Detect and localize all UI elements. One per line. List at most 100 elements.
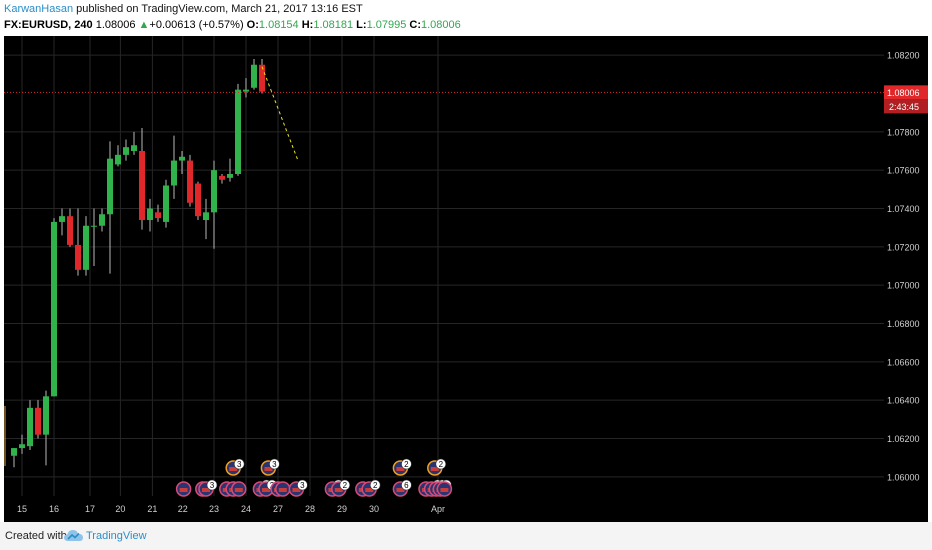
author-link[interactable]: KarwanHasan <box>4 3 74 15</box>
tradingview-link[interactable]: TradingView <box>86 530 147 542</box>
created-with-text: Created with <box>5 530 67 542</box>
event-count-label: 2 <box>343 481 348 490</box>
price-tick-label: 1.06800 <box>887 319 920 329</box>
trend-line[interactable] <box>261 66 299 161</box>
candle-body[interactable] <box>171 160 177 186</box>
candle-body[interactable] <box>155 212 161 219</box>
current-price-label: 1.08006 <box>887 88 920 98</box>
event-count-label: 3 <box>210 481 215 490</box>
event-flag-stripe <box>234 488 243 492</box>
candle-body[interactable] <box>195 183 201 217</box>
candle-body[interactable] <box>139 151 145 220</box>
candle-body[interactable] <box>203 212 209 220</box>
price-tick-label: 1.07000 <box>887 281 920 291</box>
time-tick-label: 15 <box>17 504 27 514</box>
time-tick-label: 29 <box>337 504 347 514</box>
event-flag-stripe <box>334 488 343 492</box>
event-flag-stripe <box>202 488 210 492</box>
event-count-label: 2 <box>373 481 378 490</box>
candle-body[interactable] <box>259 64 265 92</box>
tradingview-cloud-icon[interactable] <box>64 528 84 544</box>
candle-body[interactable] <box>99 214 105 226</box>
event-count-badge <box>269 458 280 470</box>
event-count-badge <box>435 458 447 470</box>
event-count-label: 3 <box>300 481 305 490</box>
event-flag-stripe <box>229 467 238 471</box>
time-tick-label: 23 <box>209 504 219 514</box>
candle-body[interactable] <box>43 396 49 435</box>
candle-body[interactable] <box>227 174 233 178</box>
candle-body[interactable] <box>91 225 97 227</box>
price-axis[interactable] <box>884 36 928 522</box>
event-count-badge <box>297 479 308 491</box>
time-tick-label: 17 <box>85 504 95 514</box>
event-count-badge <box>206 479 218 491</box>
time-tick-label: 20 <box>115 504 125 514</box>
price-tick-label: 1.06200 <box>887 434 920 444</box>
candle-body[interactable] <box>179 156 185 161</box>
event-count-badge <box>369 479 381 491</box>
price-tick-label: 1.06400 <box>887 396 920 406</box>
low-label: L: <box>356 19 367 31</box>
candle-body[interactable] <box>59 216 65 222</box>
chart-header: KarwanHasan published on TradingView.com… <box>4 0 928 36</box>
time-tick-label: 28 <box>305 504 315 514</box>
candle-body[interactable] <box>35 407 41 435</box>
event-flag-stripe <box>278 488 287 492</box>
price-chart[interactable]: 1.08200 1.07800 1.07600 1.07400 1.07200 1.070… <box>4 36 928 522</box>
candle-body[interactable] <box>219 175 225 180</box>
high-label: H: <box>301 19 314 31</box>
candle-body[interactable] <box>27 407 33 447</box>
event-count-label: 2 <box>404 460 409 469</box>
time-tick-label: Apr <box>431 504 445 514</box>
close-label: C: <box>409 19 421 31</box>
high-value: 1.08181 <box>313 19 354 31</box>
up-arrow-icon: ▲ <box>138 19 150 31</box>
candle-body[interactable] <box>67 216 73 245</box>
event-count-label: 2 <box>439 460 444 469</box>
candle-body[interactable] <box>123 147 129 155</box>
countdown-label: 2:43:45 <box>889 102 919 112</box>
event-flag-stripe <box>396 467 405 471</box>
candle-body[interactable] <box>235 89 241 174</box>
event-count-badge <box>339 479 351 491</box>
countdown-tag <box>884 99 928 114</box>
event-count-label: 6 <box>404 481 409 490</box>
candle-body[interactable] <box>11 448 17 456</box>
price-tick-label: 1.06600 <box>887 357 920 367</box>
current-price-tag <box>884 85 928 100</box>
candle-body[interactable] <box>251 64 257 88</box>
event-count-badge <box>401 479 412 491</box>
plot-background[interactable] <box>4 36 884 496</box>
candle-body[interactable] <box>107 158 113 215</box>
event-flag-stripe <box>262 488 270 492</box>
candle-body[interactable] <box>187 160 193 203</box>
candle-body[interactable] <box>243 89 249 92</box>
candle-body[interactable] <box>19 444 25 449</box>
event-count-label: 3 <box>237 460 242 469</box>
candle-body[interactable] <box>163 185 169 222</box>
event-flag-stripe <box>292 488 301 492</box>
candle-body[interactable] <box>211 170 217 213</box>
event-flag-stripe <box>264 467 273 471</box>
price-tick-label: 1.07200 <box>887 242 920 252</box>
event-flag-stripe <box>396 488 405 492</box>
price-tick-label: 1.07600 <box>887 166 920 176</box>
candle-body[interactable] <box>147 208 153 221</box>
candle-body[interactable] <box>131 145 137 151</box>
price-tick-label: 1.08200 <box>887 51 920 61</box>
price-tick-label: 1.06000 <box>887 472 920 482</box>
candle-body[interactable] <box>75 244 81 270</box>
symbol-label[interactable]: FX:EURUSD, 240 <box>4 19 93 31</box>
time-axis[interactable] <box>4 496 884 522</box>
candle-body[interactable] <box>51 221 57 397</box>
event-flag-stripe <box>179 488 188 492</box>
publish-info: published on TradingView.com, March 21, … <box>76 3 363 15</box>
event-flag-stripe <box>365 488 374 492</box>
candle-body[interactable] <box>115 154 121 165</box>
time-tick-label: 24 <box>241 504 251 514</box>
ohlc-line: FX:EURUSD, 240 1.08006 ▲+0.00613 (+0.57%… <box>4 19 461 31</box>
open-label: O: <box>246 19 259 31</box>
event-flag-stripe <box>440 488 449 492</box>
candle-body[interactable] <box>83 225 89 270</box>
